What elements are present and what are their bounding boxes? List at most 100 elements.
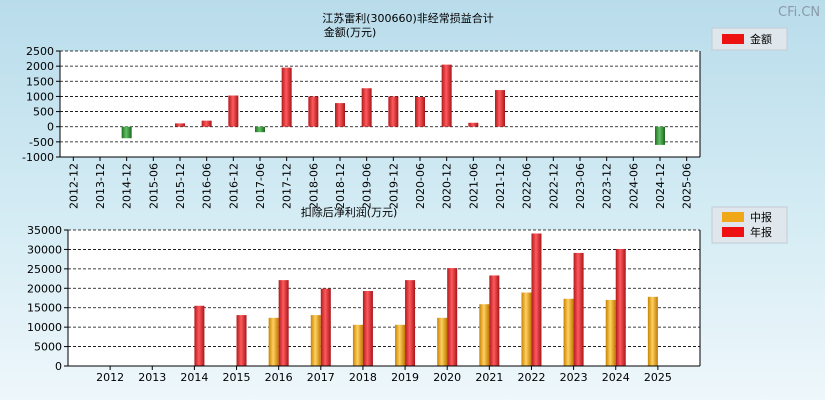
legend-label-annual: 年报 [750,225,772,239]
chart-1-y-tick-label: 1000 [26,90,54,103]
chart-2-bar-interim [521,292,532,366]
chart-2-x-tick-label: 2015 [223,371,251,384]
legend-label-amount: 金额 [750,32,772,46]
chart-1-bar [121,126,132,139]
chart-1-x-tick-label: 2016-06 [201,163,214,209]
legend-swatch-interim [722,212,744,222]
chart-1-x-tick-label: 2015-12 [174,163,187,209]
legend-box [711,27,788,51]
chart-1-y-tick-label: 1500 [26,75,54,88]
chart-1-bar [281,67,292,127]
chart-2-bar-annual [489,275,500,366]
chart-2-y-tick-label: 15000 [27,302,62,315]
chart-1-x-tick-label: 2024-12 [654,163,667,209]
chart-2-x-tick-label: 2020 [433,371,461,384]
chart-2-bar-annual [447,268,458,366]
chart-1-y-tick-label: 2500 [26,45,54,58]
chart-2-bar-annual [236,315,247,366]
chart-2-bar-interim [647,296,658,366]
legend-label-interim: 中报 [750,210,772,224]
chart-2-x-tick-label: 2013 [138,371,166,384]
chart-2-x-tick-label: 2017 [307,371,335,384]
chart-1-x-tick-label: 2023-06 [574,163,587,209]
chart-2-y-tick-label: 0 [55,360,62,373]
chart-2-x-tick-label: 2025 [644,371,672,384]
chart-2-y-tick-label: 20000 [27,282,62,295]
chart-2-bar-annual [278,280,289,366]
chart-2-bar-annual [194,305,205,366]
chart-1-x-tick-label: 2015-06 [147,163,160,209]
chart-2-y-tick-label: 35000 [27,224,62,237]
chart-1-y-tick-label: 0 [47,121,54,134]
chart-1-x-tick-label: 2013-12 [94,163,107,209]
chart-1-x-tick-label: 2019-12 [387,163,400,209]
chart-1-bar [361,88,372,127]
chart-2-x-tick-label: 2024 [602,371,630,384]
chart-1-x-tick-label: 2017-12 [281,163,294,209]
chart-2-bar-interim [352,324,363,366]
legend-swatch-annual [722,227,744,237]
chart-2-x-tick-label: 2018 [349,371,377,384]
chart-2-bar-interim [395,324,406,366]
chart-1-bar [335,103,345,127]
chart-2-x-tick-label: 2022 [517,371,545,384]
chart-1-plot-area [60,51,700,157]
chart-1-bar [388,96,399,127]
chart-2-plot-area [68,230,700,366]
chart-2-y-tick-label: 5000 [34,341,62,354]
chart-1-bar [308,96,319,127]
chart-2-x-tick-label: 2021 [475,371,503,384]
chart-1-x-tick-label: 2024-06 [627,163,640,209]
chart-1-x-tick-label: 2018-06 [307,163,320,209]
chart-1-x-tick-label: 2016-12 [227,163,240,209]
chart-2-x-tick-label: 2023 [560,371,588,384]
chart-1-bar [228,95,239,127]
chart-1-bar [655,126,665,145]
chart-2-y-tick-label: 30000 [27,243,62,256]
chart-2-x-tick-label: 2012 [96,371,124,384]
chart-2-y-tick-label: 25000 [27,263,62,276]
chart-2-bar-interim [479,304,490,366]
chart-1-y-tick-label: -1000 [22,151,54,164]
chart-1-x-tick-label: 2020-12 [441,163,454,209]
chart-1-y-tick-label: 2000 [26,60,54,73]
chart-1-x-tick-label: 2012-12 [67,163,80,209]
chart-2-bar-interim [563,298,574,366]
chart-1-bar [495,90,505,127]
chart-1-bar [415,97,425,127]
chart-1-x-tick-label: 2023-12 [601,163,614,209]
chart-2-bar-annual [362,291,373,366]
chart-2-bar-interim [310,315,321,366]
chart-2: 扣除后净利润(万元) 0 5000 10000 15000 20000 25000 3000… [27,205,788,384]
chart-1-x-tick-label: 2025-06 [681,163,694,209]
chart-1-bar [175,123,185,127]
chart-1-bar [468,122,479,127]
chart-1: 江苏雷利(300660)非经常损益合计 金额(万元) -1000 -500 0 500… [22,11,788,209]
chart-1-x-tick-label: 2014-12 [121,163,134,209]
chart-1-x-tick-label: 2020-06 [414,163,427,209]
chart-2-title: 扣除后净利润(万元) [301,205,398,219]
chart-2-bar-interim [437,317,448,366]
chart-2-bar-annual [615,249,626,366]
chart-2-x-tick-label: 2019 [391,371,419,384]
chart-1-x-tick-label: 2018-12 [334,163,347,209]
chart-1-bar [441,64,452,127]
chart-2-bar-interim [268,317,279,366]
chart-2-bar-interim [605,299,616,366]
chart-1-x-tick-label: 2021-12 [494,163,507,209]
chart-1-x-tick-label: 2022-06 [521,163,534,209]
chart-1-y-tick-label: -500 [29,136,54,149]
chart-1-bar [255,126,265,133]
chart-1-x-tick-label: 2019-06 [361,163,374,209]
chart-2-x-tick-label: 2016 [265,371,293,384]
chart-1-x-tick-label: 2017-06 [254,163,267,209]
chart-2-bar-annual [405,280,416,366]
chart-2-legend: 中报 年报 [711,206,788,244]
chart-2-y-tick-label: 10000 [27,321,62,334]
chart-1-title: 江苏雷利(300660)非经常损益合计 [322,11,494,25]
chart-2-bar-annual [531,233,542,366]
chart-2-bar-annual [573,252,584,366]
legend-swatch-amount [722,34,744,44]
chart-1-subtitle: 金额(万元) [324,25,377,39]
